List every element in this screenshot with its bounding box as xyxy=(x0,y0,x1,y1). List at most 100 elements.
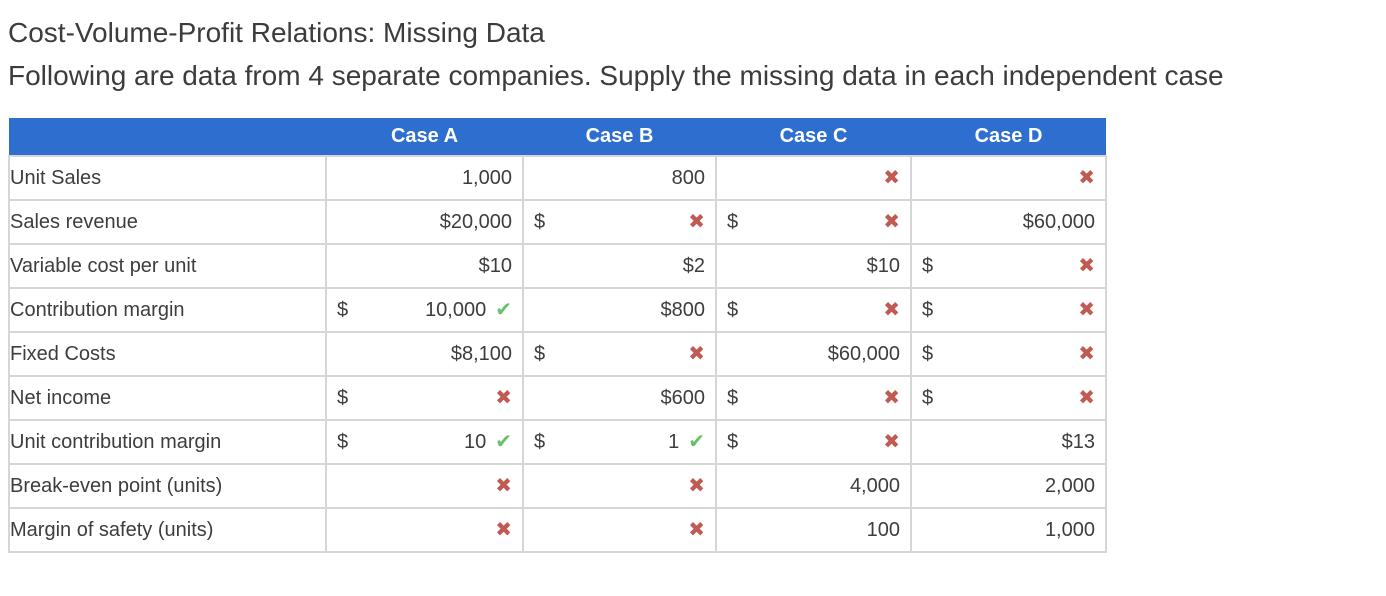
page-title: Cost-Volume-Profit Relations: Missing Da… xyxy=(8,17,545,48)
answer-input-cell-case-c[interactable]: ✖ xyxy=(715,155,912,201)
cell-content: 1,000 xyxy=(912,509,1105,551)
cell-content: ✖ xyxy=(717,157,910,199)
incorrect-x-icon: ✖ xyxy=(688,475,705,497)
currency-prefix: $ xyxy=(337,298,349,321)
row-label: Variable cost per unit xyxy=(8,243,327,289)
cell-value: $600 xyxy=(660,386,706,409)
cell-content: $1 ✔ xyxy=(524,421,715,463)
cell-content: $60,000 xyxy=(717,333,910,375)
incorrect-x-icon: ✖ xyxy=(883,167,900,189)
answer-input-cell-case-b[interactable]: $ ✖ xyxy=(522,199,717,245)
cell-content: $10 ✔ xyxy=(327,421,522,463)
cell-content: $60,000 xyxy=(912,201,1105,243)
answer-input-cell-case-c[interactable]: $ ✖ xyxy=(715,287,912,333)
cell-value: 10 xyxy=(463,430,487,453)
answer-input-cell-case-a[interactable]: $10,000 ✔ xyxy=(325,287,524,333)
given-value-cell-case-a: $10 xyxy=(325,243,524,289)
cell-content: $ ✖ xyxy=(717,201,910,243)
cell-value: $20,000 xyxy=(439,210,512,233)
given-value-cell-case-c: $60,000 xyxy=(715,331,912,377)
currency-prefix: $ xyxy=(534,342,546,365)
answer-input-cell-case-d[interactable]: ✖ xyxy=(910,155,1107,201)
currency-prefix: $ xyxy=(922,386,934,409)
cell-content: ✖ xyxy=(524,465,715,507)
currency-prefix: $ xyxy=(337,430,349,453)
cell-content: $13 xyxy=(912,421,1105,463)
incorrect-x-icon: ✖ xyxy=(688,211,705,233)
cell-content: $ ✖ xyxy=(717,377,910,419)
cell-content: $10,000 ✔ xyxy=(327,289,522,331)
currency-prefix: $ xyxy=(727,210,739,233)
table-row: Variable cost per unit $10 $2 $10 $ ✖ xyxy=(8,243,1107,289)
cell-value: 1 xyxy=(668,430,680,453)
cell-content: 2,000 xyxy=(912,465,1105,507)
answer-input-cell-case-a[interactable]: $ ✖ xyxy=(325,375,524,421)
table-row: Contribution margin $10,000 ✔ $800 $ ✖ $ ✖ xyxy=(8,287,1107,333)
cell-value: 1,000 xyxy=(1044,518,1095,541)
incorrect-x-icon: ✖ xyxy=(688,343,705,365)
table-row: Margin of safety (units) ✖ ✖ 100 1,000 xyxy=(8,507,1107,553)
cell-value: 100 xyxy=(866,518,900,541)
incorrect-x-icon: ✖ xyxy=(1078,299,1095,321)
row-label: Unit Sales xyxy=(8,155,327,201)
cell-content: $2 xyxy=(524,245,715,287)
answer-input-cell-case-d[interactable]: $ ✖ xyxy=(910,243,1107,289)
cell-content: $ ✖ xyxy=(327,377,522,419)
answer-input-cell-case-c[interactable]: $ ✖ xyxy=(715,419,912,465)
incorrect-x-icon: ✖ xyxy=(1078,343,1095,365)
row-label: Break-even point (units) xyxy=(8,463,327,509)
correct-check-icon: ✔ xyxy=(688,431,705,453)
answer-input-cell-case-b[interactable]: $ ✖ xyxy=(522,331,717,377)
cell-content: $ ✖ xyxy=(717,289,910,331)
row-label: Unit contribution margin xyxy=(8,419,327,465)
cell-content: $ ✖ xyxy=(524,333,715,375)
cvp-table: Case A Case B Case C Case D Unit Sales 1,… xyxy=(8,118,1107,553)
given-value-cell-case-a: $8,100 xyxy=(325,331,524,377)
currency-prefix: $ xyxy=(727,386,739,409)
cell-value: 1,000 xyxy=(461,166,512,189)
currency-prefix: $ xyxy=(727,430,739,453)
cell-content: $ ✖ xyxy=(717,421,910,463)
cell-value: 10,000 xyxy=(425,298,487,321)
cell-content: ✖ xyxy=(327,465,522,507)
cell-content: $20,000 xyxy=(327,201,522,243)
given-value-cell-case-d: 2,000 xyxy=(910,463,1107,509)
given-value-cell-case-d: $13 xyxy=(910,419,1107,465)
table-row: Sales revenue $20,000 $ ✖ $ ✖ $60,000 xyxy=(8,199,1107,245)
answer-input-cell-case-b[interactable]: $1 ✔ xyxy=(522,419,717,465)
answer-input-cell-case-b[interactable]: ✖ xyxy=(522,463,717,509)
table-row: Break-even point (units) ✖ ✖ 4,000 2,000 xyxy=(8,463,1107,509)
table-row: Unit Sales 1,000 800 ✖ ✖ xyxy=(8,155,1107,201)
incorrect-x-icon: ✖ xyxy=(1078,167,1095,189)
row-label: Net income xyxy=(8,375,327,421)
given-value-cell-case-b: 800 xyxy=(522,155,717,201)
answer-input-cell-case-b[interactable]: ✖ xyxy=(522,507,717,553)
answer-input-cell-case-a[interactable]: ✖ xyxy=(325,463,524,509)
column-header-case-d: Case D xyxy=(911,118,1106,156)
row-label: Contribution margin xyxy=(8,287,327,333)
exercise-page: Cost-Volume-Profit Relations: Missing Da… xyxy=(0,16,1386,553)
given-value-cell-case-c: $10 xyxy=(715,243,912,289)
answer-input-cell-case-d[interactable]: $ ✖ xyxy=(910,375,1107,421)
answer-input-cell-case-d[interactable]: $ ✖ xyxy=(910,331,1107,377)
given-value-cell-case-d: $60,000 xyxy=(910,199,1107,245)
cell-content: 800 xyxy=(524,157,715,199)
given-value-cell-case-b: $600 xyxy=(522,375,717,421)
table-header: Case A Case B Case C Case D xyxy=(9,118,1106,156)
column-header-case-b: Case B xyxy=(523,118,716,156)
answer-input-cell-case-a[interactable]: $10 ✔ xyxy=(325,419,524,465)
cell-value: 4,000 xyxy=(849,474,900,497)
answer-input-cell-case-d[interactable]: $ ✖ xyxy=(910,287,1107,333)
answer-input-cell-case-c[interactable]: $ ✖ xyxy=(715,199,912,245)
cell-content: 1,000 xyxy=(327,157,522,199)
row-label: Margin of safety (units) xyxy=(8,507,327,553)
answer-input-cell-case-c[interactable]: $ ✖ xyxy=(715,375,912,421)
cell-content: $ ✖ xyxy=(524,201,715,243)
given-value-cell-case-c: 100 xyxy=(715,507,912,553)
answer-input-cell-case-a[interactable]: ✖ xyxy=(325,507,524,553)
cell-content: $ ✖ xyxy=(912,245,1105,287)
cell-value: $10 xyxy=(478,254,512,277)
cell-value: $60,000 xyxy=(827,342,900,365)
incorrect-x-icon: ✖ xyxy=(883,211,900,233)
given-value-cell-case-a: $20,000 xyxy=(325,199,524,245)
